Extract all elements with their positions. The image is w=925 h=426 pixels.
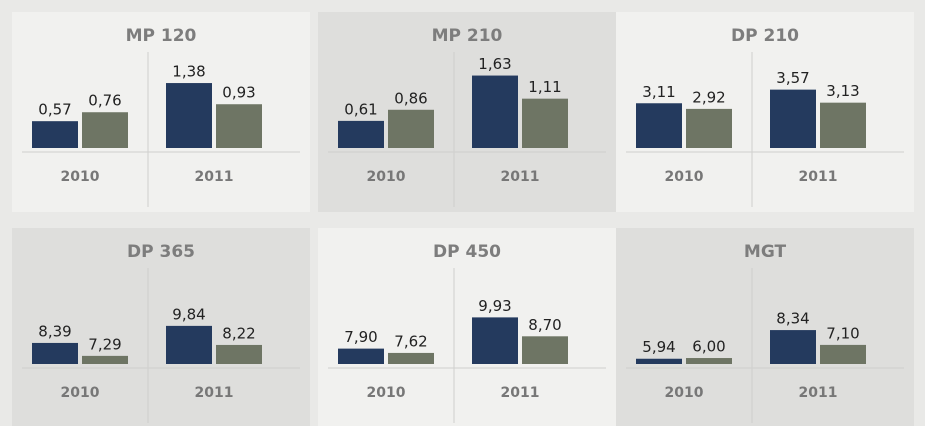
panel <box>318 228 616 426</box>
value-label: 8,39 <box>38 322 71 340</box>
bar <box>82 112 128 148</box>
chart-title: MP 210 <box>432 26 503 46</box>
bar <box>166 325 212 364</box>
x-tick-label: 2011 <box>195 385 234 401</box>
value-label: 0,61 <box>344 100 377 118</box>
value-label: 9,84 <box>172 305 205 323</box>
bar <box>82 355 128 364</box>
value-label: 7,29 <box>88 335 121 353</box>
value-label: 5,94 <box>642 338 675 356</box>
chart-title: DP 210 <box>731 26 799 46</box>
bar <box>388 109 434 148</box>
value-label: 6,00 <box>692 338 725 356</box>
x-tick-label: 2010 <box>367 169 406 185</box>
chart-title: DP 365 <box>127 242 195 262</box>
x-tick-label: 2010 <box>61 385 100 401</box>
value-label: 7,90 <box>344 328 377 346</box>
value-label: 0,86 <box>394 89 427 107</box>
x-tick-label: 2011 <box>799 169 838 185</box>
bar <box>32 121 78 148</box>
bar <box>166 83 212 148</box>
panel <box>616 228 914 426</box>
value-label: 0,76 <box>88 92 121 110</box>
bar <box>472 317 518 364</box>
value-label: 0,57 <box>38 101 71 119</box>
bar <box>338 120 384 148</box>
value-label: 1,11 <box>528 78 561 96</box>
panel <box>12 228 310 426</box>
value-label: 3,13 <box>826 82 859 100</box>
value-label: 1,63 <box>478 55 511 73</box>
bar <box>636 358 682 364</box>
x-tick-label: 2011 <box>501 169 540 185</box>
value-label: 8,22 <box>222 324 255 342</box>
bar <box>522 98 568 148</box>
bar <box>522 336 568 364</box>
bar <box>388 352 434 364</box>
value-label: 8,70 <box>528 316 561 334</box>
x-tick-label: 2010 <box>61 169 100 185</box>
x-tick-label: 2011 <box>501 385 540 401</box>
x-tick-label: 2010 <box>665 169 704 185</box>
bar <box>338 348 384 364</box>
bar <box>686 108 732 148</box>
bar <box>686 358 732 364</box>
bar <box>770 330 816 364</box>
bar <box>820 102 866 148</box>
value-label: 3,11 <box>642 83 675 101</box>
value-label: 7,62 <box>394 332 427 350</box>
x-tick-label: 2010 <box>665 385 704 401</box>
x-tick-label: 2010 <box>367 385 406 401</box>
value-label: 3,57 <box>776 69 809 87</box>
chart-title: MP 120 <box>126 26 197 46</box>
chart-title: DP 450 <box>433 242 501 262</box>
value-label: 7,10 <box>826 324 859 342</box>
value-label: 9,93 <box>478 297 511 315</box>
chart-title: MGT <box>744 242 787 262</box>
bar <box>472 75 518 148</box>
bar <box>216 344 262 364</box>
value-label: 0,93 <box>222 84 255 102</box>
x-tick-label: 2011 <box>195 169 234 185</box>
bar <box>636 103 682 148</box>
bar <box>770 89 816 148</box>
value-label: 1,38 <box>172 63 205 81</box>
bar <box>216 104 262 148</box>
bar <box>32 342 78 364</box>
value-label: 2,92 <box>692 88 725 106</box>
x-tick-label: 2011 <box>799 385 838 401</box>
value-label: 8,34 <box>776 310 809 328</box>
bar <box>820 344 866 364</box>
